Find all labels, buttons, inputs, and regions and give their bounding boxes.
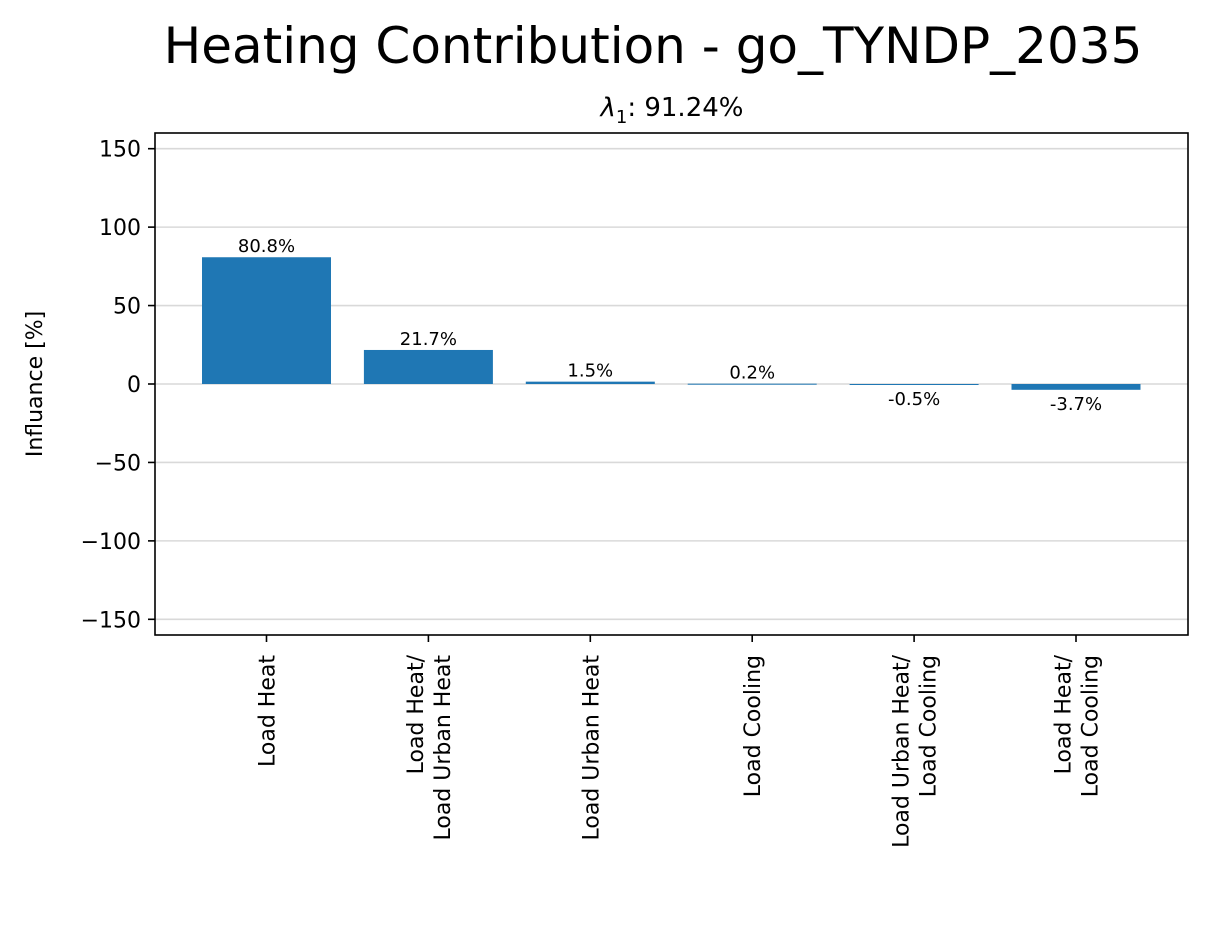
x-tick-label-line: Load Heat/: [1052, 654, 1077, 774]
y-axis-label: Influance [%]: [23, 311, 48, 457]
chart-title: Heating Contribution - go_TYNDP_2035: [164, 17, 1143, 75]
x-axis: Load Heat Load Heat/Load Urban Heat Load U…: [256, 635, 1104, 848]
bar-value-label: 80.8%: [238, 236, 295, 257]
x-tick-label: Load Heat/Load Cooling: [1052, 654, 1104, 797]
value-labels: 80.8% 21.7% 1.5% 0.2% -0.5% -3.7%: [238, 236, 1102, 415]
bar-value-label: -0.5%: [888, 389, 940, 410]
y-tick-label: 150: [99, 138, 141, 163]
y-tick-label: 0: [127, 373, 141, 398]
bar: [202, 257, 331, 384]
bars: [202, 257, 1141, 390]
y-tick-label: −50: [95, 451, 141, 476]
y-tick-label: −150: [81, 608, 141, 633]
bar-value-label: 1.5%: [567, 361, 613, 382]
chart-subtitle: λ1: 91.24%: [598, 93, 743, 128]
x-tick-label: Load Urban Heat/Load Cooling: [890, 654, 942, 847]
bar: [1011, 384, 1141, 390]
x-tick-label-line: Load Cooling: [1079, 655, 1104, 797]
y-tick-label: −100: [81, 530, 141, 555]
x-tick-label: Load Urban Heat: [579, 655, 604, 841]
bar: [525, 381, 655, 384]
subtitle-symbol: λ: [598, 93, 615, 123]
bar-value-label: -3.7%: [1050, 394, 1102, 415]
x-tick-label: Load Cooling: [741, 655, 766, 797]
bar: [849, 384, 979, 385]
y-tick-label: 50: [113, 295, 141, 320]
x-tick-label-line: Load Urban Heat: [431, 655, 456, 841]
x-tick-label-line: Load Cooling: [741, 655, 766, 797]
x-tick-label: Load Heat/Load Urban Heat: [404, 654, 456, 840]
x-tick-label-line: Load Heat: [256, 655, 281, 767]
x-tick-label-line: Load Urban Heat/: [890, 654, 915, 847]
bar: [363, 349, 493, 384]
y-tick-label: 100: [99, 216, 141, 241]
subtitle-value: : 91.24%: [627, 93, 743, 123]
bar: [687, 383, 817, 385]
x-tick-label-line: Load Urban Heat: [579, 655, 604, 841]
subtitle-subscript: 1: [616, 107, 627, 128]
bar-value-label: 21.7%: [400, 329, 457, 350]
x-tick-label-line: Load Cooling: [917, 655, 942, 797]
y-axis: 150 100 50 0 −50 −100 −150: [81, 138, 155, 633]
bar-value-label: 0.2%: [729, 363, 775, 384]
x-tick-label-line: Load Heat/: [404, 654, 429, 774]
x-tick-label: Load Heat: [256, 655, 281, 767]
